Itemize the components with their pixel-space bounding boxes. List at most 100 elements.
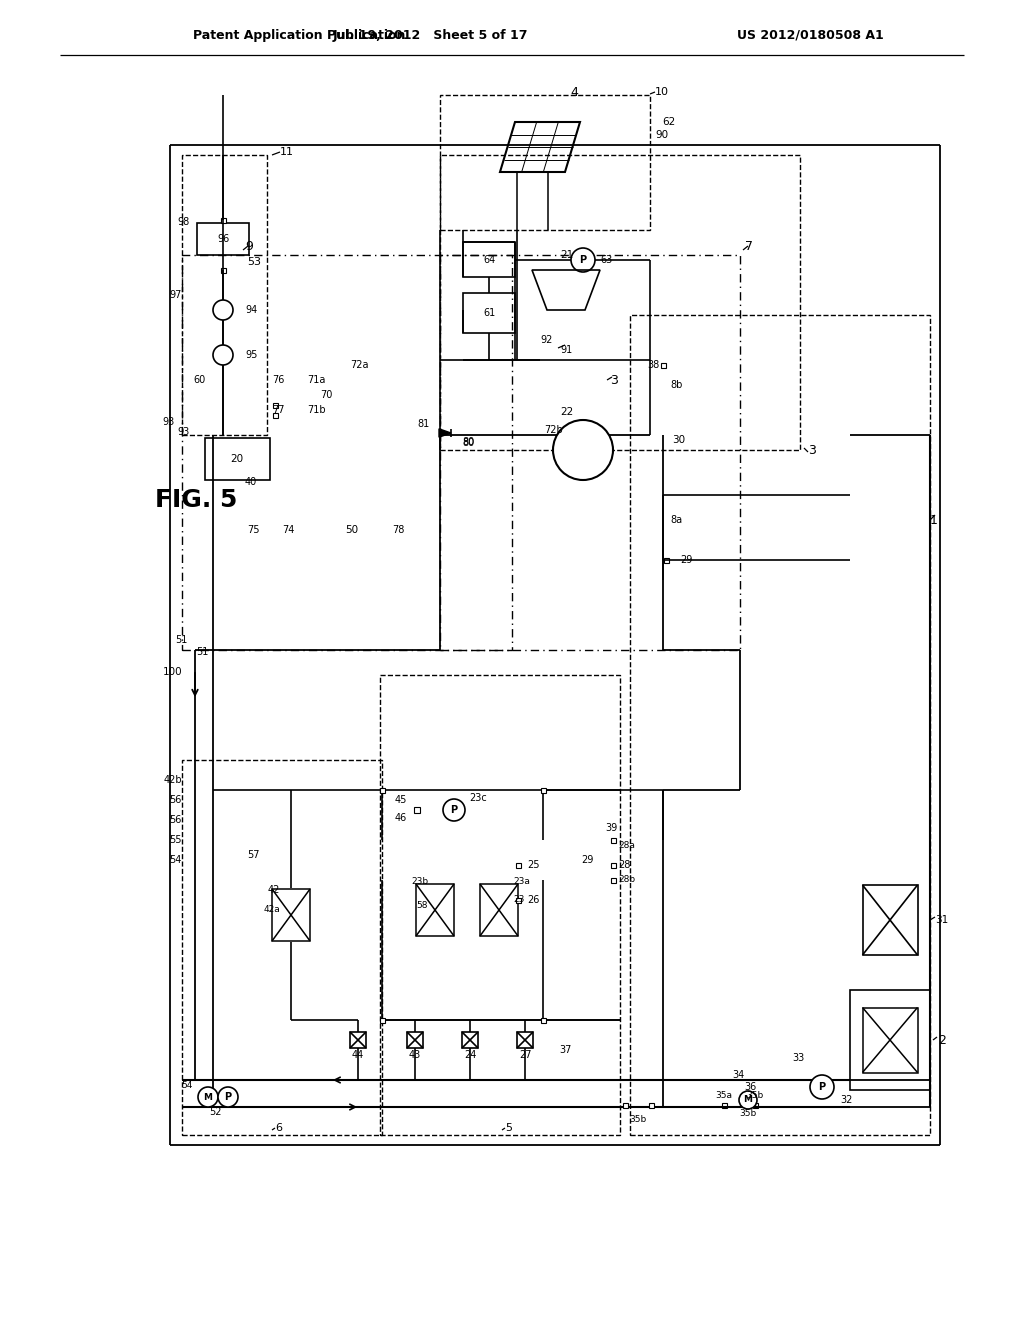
Text: 70: 70 — [319, 389, 333, 400]
Bar — [182, 760, 382, 1135]
Text: 51: 51 — [176, 635, 188, 645]
Text: 29: 29 — [582, 855, 594, 865]
Text: 46: 46 — [394, 813, 407, 822]
Text: US 2012/0180508 A1: US 2012/0180508 A1 — [736, 29, 884, 41]
Bar — [272, 412, 278, 417]
Text: 72b: 72b — [544, 425, 563, 436]
Text: 42: 42 — [267, 884, 280, 895]
Text: 8b: 8b — [670, 380, 682, 389]
Text: 43: 43 — [409, 1049, 421, 1060]
Bar — [463, 242, 515, 277]
Bar — [630, 315, 930, 1135]
Circle shape — [810, 1074, 834, 1100]
Text: Patent Application Publication: Patent Application Publication — [193, 29, 406, 41]
Text: 71a: 71a — [307, 375, 326, 385]
Text: Jul. 19, 2012   Sheet 5 of 17: Jul. 19, 2012 Sheet 5 of 17 — [332, 29, 527, 41]
Text: 31: 31 — [935, 915, 948, 925]
Bar — [541, 1018, 546, 1023]
Circle shape — [213, 300, 233, 319]
Bar — [664, 557, 669, 562]
Bar — [414, 807, 420, 813]
Text: 10: 10 — [655, 87, 669, 96]
Text: 30: 30 — [672, 436, 685, 445]
Text: 20: 20 — [230, 454, 244, 465]
Text: 8a: 8a — [670, 515, 682, 525]
Bar — [220, 268, 225, 272]
Text: 23b: 23b — [411, 878, 428, 887]
Text: 51: 51 — [196, 647, 208, 657]
Bar — [197, 223, 249, 255]
Bar — [541, 788, 546, 792]
Text: 35b: 35b — [746, 1090, 764, 1100]
Bar — [182, 255, 512, 649]
Text: 35b: 35b — [739, 1109, 757, 1118]
Text: 28a: 28a — [618, 841, 635, 850]
Bar — [272, 403, 278, 408]
Bar — [416, 884, 454, 936]
Text: P: P — [580, 255, 587, 265]
Bar — [407, 1032, 423, 1048]
Text: 71b: 71b — [307, 405, 326, 414]
Text: 24: 24 — [464, 1049, 476, 1060]
Text: 11: 11 — [280, 147, 294, 157]
Text: 1: 1 — [930, 513, 938, 527]
Text: 54: 54 — [170, 855, 182, 865]
Text: 22: 22 — [560, 407, 573, 417]
Text: 81: 81 — [418, 418, 430, 429]
Text: 42a: 42a — [263, 906, 280, 915]
Text: 45: 45 — [394, 795, 407, 805]
Text: 90: 90 — [655, 129, 668, 140]
Bar — [517, 1032, 534, 1048]
Text: 96: 96 — [217, 234, 229, 244]
Text: 54: 54 — [181, 1081, 193, 1089]
Text: 39: 39 — [605, 822, 617, 833]
Bar — [753, 1102, 758, 1107]
Text: 63: 63 — [600, 255, 612, 265]
Circle shape — [443, 799, 465, 821]
Bar — [480, 884, 518, 936]
Bar — [380, 675, 620, 1135]
Text: 93: 93 — [163, 417, 175, 426]
Bar — [463, 293, 515, 333]
Text: 23: 23 — [513, 895, 524, 904]
Bar — [205, 438, 270, 480]
Text: FIG. 5: FIG. 5 — [155, 488, 238, 512]
Text: 38: 38 — [648, 360, 660, 370]
Text: 97: 97 — [170, 290, 182, 300]
Text: 5: 5 — [505, 1123, 512, 1133]
Text: 21: 21 — [560, 249, 573, 260]
Text: 29: 29 — [680, 554, 692, 565]
Text: 77: 77 — [272, 405, 285, 414]
Text: 33: 33 — [792, 1053, 804, 1063]
Text: 92: 92 — [540, 335, 552, 345]
Polygon shape — [439, 429, 451, 437]
Text: 27: 27 — [519, 1049, 531, 1060]
Bar — [660, 363, 666, 367]
Text: 57: 57 — [248, 850, 260, 861]
Text: 40: 40 — [245, 477, 257, 487]
Text: 2: 2 — [938, 1034, 946, 1047]
Bar — [440, 95, 650, 230]
Text: 6: 6 — [275, 1123, 282, 1133]
Text: 61: 61 — [483, 308, 496, 318]
Bar — [272, 888, 310, 941]
Text: 9: 9 — [245, 240, 253, 253]
Bar — [440, 154, 800, 450]
Text: M: M — [204, 1093, 213, 1101]
Text: P: P — [818, 1082, 825, 1092]
Text: 37: 37 — [559, 1045, 571, 1055]
Text: 56: 56 — [170, 814, 182, 825]
Bar — [440, 255, 740, 649]
Text: 75: 75 — [248, 525, 260, 535]
Text: 55: 55 — [170, 836, 182, 845]
Text: 28: 28 — [618, 861, 631, 870]
Text: 4: 4 — [570, 86, 578, 99]
Text: 32: 32 — [840, 1096, 852, 1105]
Text: 95: 95 — [245, 350, 257, 360]
Circle shape — [198, 1086, 218, 1107]
Text: 26: 26 — [527, 895, 540, 906]
Text: 44: 44 — [352, 1049, 365, 1060]
Text: 94: 94 — [245, 305, 257, 315]
Text: 34: 34 — [732, 1071, 744, 1080]
Circle shape — [571, 248, 595, 272]
